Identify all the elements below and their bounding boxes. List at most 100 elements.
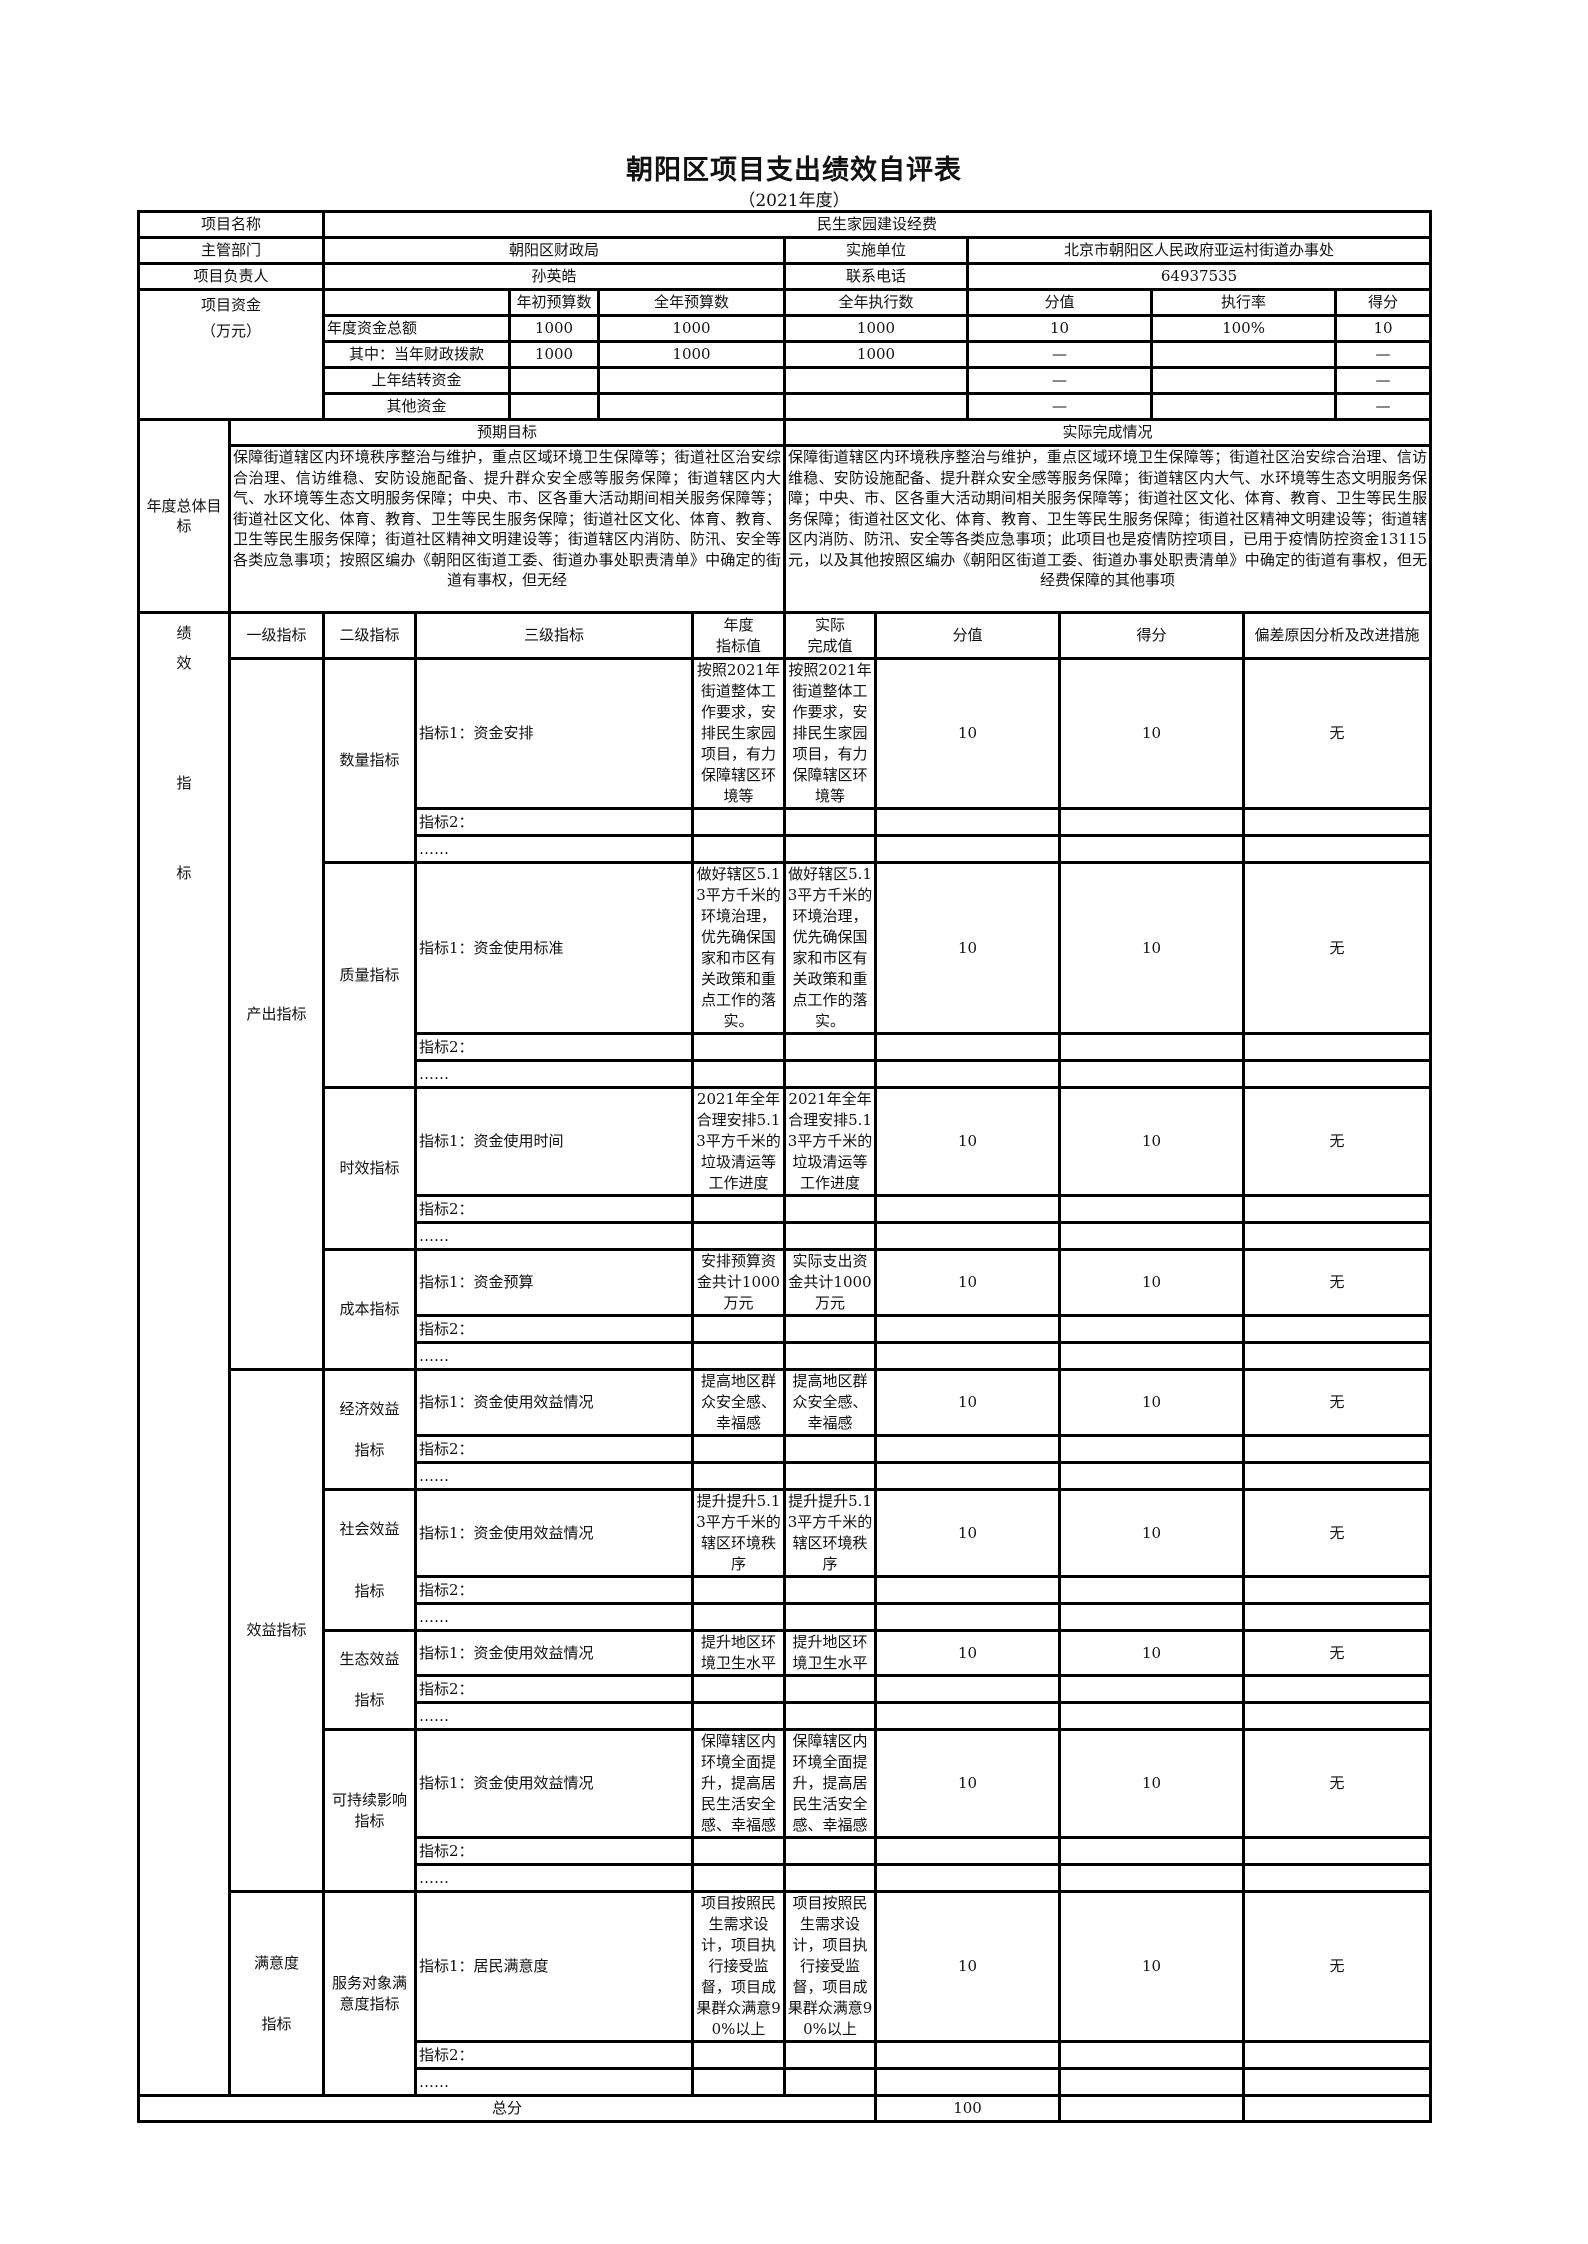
- target-value: 安排预算资金共计1000万元: [691, 1248, 787, 1317]
- indicator-row: ……: [139, 1059, 1433, 1089]
- level2-indicator: 可持续影响指标: [322, 1728, 418, 1893]
- level2-indicator: 时效指标: [322, 1086, 418, 1251]
- dept-row: 主管部门 朝阳区财政局 实施单位 北京市朝阳区人民政府亚运村街道办事处: [136, 236, 1433, 265]
- target-value: [691, 1434, 787, 1464]
- indicator-deviation: [1242, 1341, 1433, 1371]
- actual-value: 提升提升5.13平方千米的辖区环境秩序: [783, 1488, 878, 1578]
- header-value: 分值: [874, 611, 1062, 660]
- level3-indicator: 指标2：: [414, 1032, 695, 1062]
- indicator-value: [874, 1836, 1062, 1866]
- indicator-value: [874, 834, 1062, 864]
- indicator-row: 满意度 指标 服务对象满意度指标 指标1：居民满意度 项目按照民生需求设计，项目执行接…: [139, 1890, 1433, 2097]
- level3-indicator: 指标1：资金使用标准: [414, 861, 695, 1035]
- indicator-deviation: [1242, 1032, 1433, 1062]
- indicator-value: 10: [874, 1368, 1062, 1437]
- indicator-score: [1058, 1863, 1246, 1893]
- indicator-value: 10: [874, 1488, 1062, 1578]
- level3-indicator: 指标1：资金使用效益情况: [414, 1629, 695, 1677]
- funding-value: —: [966, 366, 1154, 395]
- actual-value: [783, 1032, 878, 1062]
- page-title: 朝阳区项目支出绩效自评表: [626, 155, 962, 186]
- expected-goal-cell: 保障街道辖区内环境秩序整治与维护，重点区域环境卫生保障等；街道社区治安综合治理、…: [227, 444, 787, 614]
- indicator-value: [874, 2040, 1062, 2070]
- target-value: [691, 1863, 787, 1893]
- indicator-deviation: [1242, 834, 1433, 864]
- header-deviation: 偏差原因分析及改进措施: [1242, 611, 1433, 660]
- actual-value: 提高地区群众安全感、幸福感: [783, 1368, 878, 1437]
- target-value: 做好辖区5.13平方千米的环境治理，优先确保国家和市区有关政策和重点工作的落实。: [691, 861, 787, 1035]
- level3-indicator: 指标2：: [414, 1434, 695, 1464]
- expected-goal-header: 预期目标: [227, 418, 787, 447]
- funding-initial: [508, 392, 601, 421]
- level2-indicator: 服务对象满意度指标: [322, 1890, 418, 2097]
- level3-indicator: 指标2：: [414, 1314, 695, 1344]
- target-value: [691, 834, 787, 864]
- level3-indicator: 指标2：: [414, 1194, 695, 1224]
- unit-label: 实施单位: [783, 236, 970, 265]
- funding-initial: 1000: [508, 314, 601, 343]
- indicator-score: [1058, 1575, 1246, 1605]
- indicator-score: [1058, 2067, 1246, 2097]
- indicator-row: 社会效益 指标 指标1：资金使用效益情况 提升提升5.13平方千米的辖区环境秩序 提升…: [139, 1488, 1433, 1632]
- indicator-score: 10: [1058, 1488, 1246, 1578]
- level3-indicator: 指标1：资金预算: [414, 1248, 695, 1317]
- indicator-deviation: [1242, 1863, 1433, 1893]
- level3-indicator: ……: [414, 1863, 695, 1893]
- header-score: 得分: [1058, 611, 1246, 660]
- level2-indicator: 质量指标: [322, 861, 418, 1089]
- level2-indicator: 社会效益 指标: [322, 1488, 418, 1632]
- indicator-deviation: [1242, 1575, 1433, 1605]
- actual-value: [783, 1836, 878, 1866]
- funding-executed: 1000: [783, 314, 970, 343]
- indicator-row: ……: [139, 834, 1433, 864]
- target-value: [691, 2067, 787, 2097]
- indicator-row: 可持续影响指标 指标1：资金使用效益情况 保障辖区内环境全面提升，提高居民生活安全感…: [139, 1728, 1433, 1893]
- funding-blank: [322, 288, 512, 317]
- actual-goal-cell: 保障街道辖区内环境秩序整治与维护，重点区域环境卫生保障等；街道社区治安综合治理、…: [783, 444, 1433, 614]
- indicator-value: [874, 1602, 1062, 1632]
- indicator-deviation: 无: [1242, 1629, 1433, 1677]
- actual-value: [783, 1461, 878, 1491]
- indicator-score: [1058, 807, 1246, 837]
- actual-value: [783, 807, 878, 837]
- level3-indicator: 指标1：资金使用效益情况: [414, 1368, 695, 1437]
- funding-executed: 1000: [783, 340, 970, 369]
- actual-value: [783, 834, 878, 864]
- level3-indicator: 指标2：: [414, 1836, 695, 1866]
- indicator-row: 成本指标 指标1：资金预算 安排预算资金共计1000万元 实际支出资金共计1000万元…: [139, 1248, 1433, 1371]
- target-value: [691, 1341, 787, 1371]
- indicator-deviation: [1242, 2040, 1433, 2070]
- performance-indicator-label: 绩 效 指 标: [137, 611, 231, 2097]
- indicator-score: [1058, 1341, 1246, 1371]
- target-value: 按照2021年街道整体工作要求，安排民生家园项目，有力保障辖区环境等: [691, 657, 787, 810]
- level3-indicator: 指标2：: [414, 1575, 695, 1605]
- level3-indicator: ……: [414, 1701, 695, 1731]
- actual-value: [783, 1194, 878, 1224]
- indicator-value: 10: [874, 1248, 1062, 1317]
- target-value: [691, 1674, 787, 1704]
- actual-value: [783, 1221, 878, 1251]
- level3-indicator: ……: [414, 1221, 695, 1251]
- indicator-value: [874, 1341, 1062, 1371]
- indicator-row: 指标2：: [139, 2040, 1433, 2070]
- level3-indicator: 指标1：资金使用效益情况: [414, 1488, 695, 1578]
- target-value: 项目按照民生需求设计，项目执行接受监督，项目成果群众满意90%以上: [691, 1890, 787, 2043]
- actual-goal-text: 保障街道辖区内环境秩序整治与维护，重点区域环境卫生保障等；街道社区治安综合治理、…: [788, 448, 1428, 590]
- actual-value: 按照2021年街道整体工作要求，安排民生家园项目，有力保障辖区环境等: [783, 657, 878, 810]
- level2-indicator: 生态效益 指标: [322, 1629, 418, 1731]
- funding-annual: [597, 366, 787, 395]
- funding-initial: [508, 366, 601, 395]
- indicator-deviation: 无: [1242, 1488, 1433, 1578]
- indicator-deviation: 无: [1242, 1248, 1433, 1317]
- indicator-row: 指标2：: [139, 1434, 1433, 1464]
- funding-rate: [1150, 340, 1338, 369]
- indicator-value: [874, 1314, 1062, 1344]
- indicator-deviation: 无: [1242, 1368, 1433, 1437]
- indicator-value: 10: [874, 1728, 1062, 1839]
- funding-header-annual: 全年预算数: [597, 288, 787, 317]
- level3-indicator: ……: [414, 1602, 695, 1632]
- funding-header-score: 得分: [1334, 288, 1433, 317]
- manager-label: 项目负责人: [136, 262, 326, 291]
- funding-header-executed: 全年执行数: [783, 288, 970, 317]
- indicator-deviation: 无: [1242, 861, 1433, 1035]
